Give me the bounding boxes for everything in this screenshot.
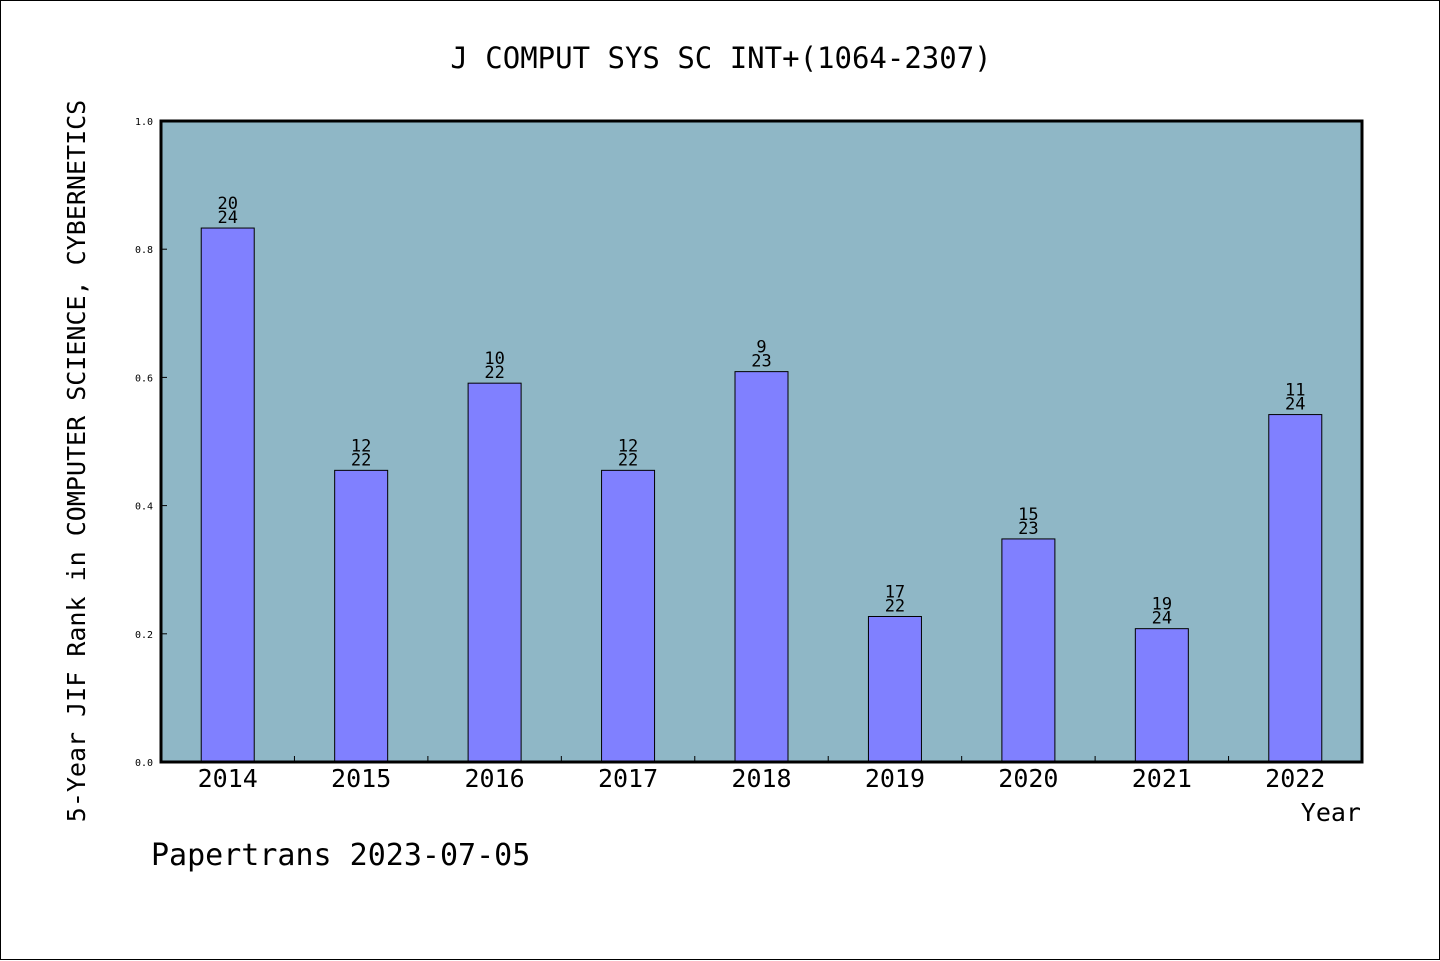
x-tick-label: 2017	[598, 764, 658, 793]
plot-border	[159, 119, 1364, 764]
bar-rank-label: 9	[756, 338, 766, 358]
x-tick-label: 2016	[465, 764, 525, 793]
bar-rank-label: 12	[351, 436, 371, 456]
bar-2017	[601, 469, 656, 763]
bar-total-label: 22	[618, 450, 638, 470]
bar-2019	[867, 615, 922, 763]
x-tick-label: 2015	[331, 764, 391, 793]
x-tick-label: 2019	[865, 764, 925, 793]
bar-total-label: 24	[217, 208, 237, 228]
bar-total-label: 22	[885, 596, 905, 616]
bar-total-label: 22	[484, 363, 504, 383]
bar-rank-label: 17	[885, 582, 905, 602]
x-tick-label: 2018	[731, 764, 791, 793]
y-tick-label: 0.0	[135, 758, 153, 769]
bar-rank-label: 11	[1285, 381, 1305, 401]
bar-total-label: 24	[1152, 609, 1172, 629]
bar-2014	[200, 227, 255, 763]
x-axis-label: Year	[1301, 798, 1361, 827]
bar-2022	[1268, 414, 1323, 763]
y-axis-label: 5-Year JIF Rank in COMPUTER SCIENCE, CYB…	[62, 100, 91, 822]
chart-title: J COMPUT SYS SC INT+(1064-2307)	[450, 41, 991, 75]
bar-total-label: 22	[351, 450, 371, 470]
y-tick-label: 0.6	[135, 373, 153, 384]
ticks-layer: 2014 2015 2016 2017 2018 2019 2020 2021 20220.00…	[135, 117, 1325, 793]
bar-2020	[1001, 538, 1056, 763]
bar-total-label: 24	[1285, 395, 1305, 415]
bar-total-label: 23	[751, 352, 771, 372]
bar-rank-label: 19	[1152, 595, 1172, 615]
bar-2016	[467, 382, 522, 763]
y-tick-label: 1.0	[135, 117, 153, 128]
y-tick-label: 0.4	[135, 502, 153, 513]
y-tick-label: 0.8	[135, 245, 153, 256]
bar-rank-label: 10	[484, 349, 504, 369]
y-tick-label: 0.2	[135, 630, 153, 641]
bar-2015	[334, 469, 389, 763]
x-tick-label: 2021	[1132, 764, 1192, 793]
x-tick-label: 2020	[998, 764, 1058, 793]
x-tick-label: 2022	[1265, 764, 1325, 793]
bar-2018	[734, 371, 789, 763]
x-tick-label: 2014	[198, 764, 258, 793]
credit-text: Papertrans 2023-07-05	[151, 838, 530, 873]
bar-rank-label: 12	[618, 436, 638, 456]
bar-rank-label: 20	[217, 194, 237, 214]
bar-total-label: 23	[1018, 519, 1038, 539]
bar-2021	[1134, 628, 1189, 763]
bar-rank-label: 15	[1018, 505, 1038, 525]
